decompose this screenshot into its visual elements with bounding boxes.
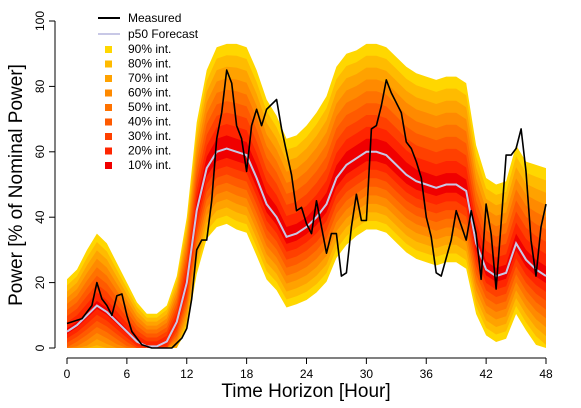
legend-interval-label: 50% int.: [128, 100, 171, 114]
legend-interval-swatch: [105, 162, 112, 169]
legend-interval-swatch: [105, 147, 112, 155]
legend-interval-swatch: [105, 46, 112, 53]
legend-interval-label: 30% int.: [128, 129, 171, 143]
y-tick-label: 0: [33, 344, 47, 351]
y-axis-title: Power [% of Nominal Power]: [6, 64, 27, 306]
axes: 0 6 12 18 24 30 36 42 48 0 20 40 60 80 100: [33, 11, 553, 381]
x-tick-label: 30: [360, 367, 374, 381]
x-tick-label: 18: [240, 367, 254, 381]
legend-measured-label: Measured: [128, 11, 181, 25]
legend-interval-label: 80% int.: [128, 57, 171, 71]
legend-interval-swatch: [105, 118, 112, 126]
legend: Measured p50 Forecast 90% int.80% int.70…: [98, 11, 199, 172]
chart-lines: [66, 69, 547, 349]
x-tick-label: 12: [180, 367, 194, 381]
y-tick-label: 20: [33, 276, 47, 290]
legend-interval-label: 70% int: [128, 71, 169, 85]
legend-interval-swatch: [105, 89, 112, 97]
x-tick-label: 24: [300, 367, 314, 381]
y-tick-label: 80: [33, 79, 47, 93]
x-tick-label: 48: [539, 367, 553, 381]
x-tick-label: 42: [479, 367, 493, 381]
legend-interval-swatch: [105, 133, 112, 140]
legend-interval-swatch: [105, 60, 112, 68]
measured-line: [66, 69, 547, 349]
x-tick-label: 36: [420, 367, 434, 381]
y-tick-label: 100: [33, 11, 47, 31]
x-tick-label: 0: [64, 367, 71, 381]
legend-interval-label: 40% int.: [128, 115, 171, 129]
y-tick-label: 40: [33, 210, 47, 224]
interval-band-10: [67, 135, 546, 348]
legend-interval-label: 60% int.: [128, 86, 171, 100]
y-tick-label: 60: [33, 145, 47, 159]
x-axis-title: Time Horizon [Hour]: [221, 381, 390, 402]
legend-interval-label: 90% int.: [128, 42, 171, 56]
legend-interval-swatch: [105, 75, 112, 82]
legend-forecast-label: p50 Forecast: [128, 27, 199, 41]
x-tick-label: 6: [124, 367, 131, 381]
legend-interval-label: 10% int.: [128, 158, 171, 172]
legend-interval-label: 20% int.: [128, 144, 171, 158]
legend-interval-swatch: [105, 104, 112, 111]
